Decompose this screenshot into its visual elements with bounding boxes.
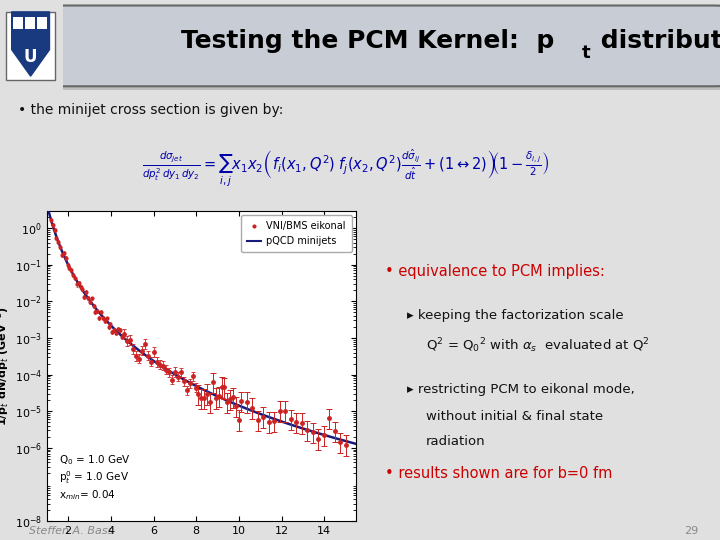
Text: $\mathbf{p+p; \; E_{CM}=200 \; GeV}$: $\mathbf{p+p; \; E_{CM}=200 \; GeV}$ xyxy=(72,231,230,248)
Text: • equivalence to PCM implies:: • equivalence to PCM implies: xyxy=(385,265,605,279)
FancyBboxPatch shape xyxy=(50,9,720,90)
Text: • the minijet cross section is given by:: • the minijet cross section is given by: xyxy=(18,103,284,117)
Text: ▸ keeping the factorization scale: ▸ keeping the factorization scale xyxy=(407,309,624,322)
Text: 29: 29 xyxy=(684,525,698,536)
Text: U: U xyxy=(24,48,37,66)
Text: without initial & final state: without initial & final state xyxy=(426,410,603,423)
Text: • results shown are for b=0 fm: • results shown are for b=0 fm xyxy=(385,466,613,481)
Text: Q$^2$ = Q$_0$$^2$ with $\alpha_s$  evaluated at Q$^2$: Q$^2$ = Q$_0$$^2$ with $\alpha_s$ evalua… xyxy=(426,336,650,355)
Y-axis label: 1/p$_t$ dN/dp$_t$ (GeV$^{-2}$): 1/p$_t$ dN/dp$_t$ (GeV$^{-2}$) xyxy=(0,306,12,426)
Text: distribution: distribution xyxy=(592,29,720,53)
Text: Q$_0$ = 1.0 GeV
p$_t^0$ = 1.0 GeV
x$_{min}$= 0.04: Q$_0$ = 1.0 GeV p$_t^0$ = 1.0 GeV x$_{mi… xyxy=(59,453,131,502)
Text: t: t xyxy=(582,44,590,62)
Text: $\frac{d\sigma_{jet}}{dp_t^2\,dy_1\,dy_2} = \sum_{i,j} x_1 x_2 \left( f_i(x_1,Q^: $\frac{d\sigma_{jet}}{dp_t^2\,dy_1\,dy_2… xyxy=(142,147,549,189)
Text: Steffen A. Bass: Steffen A. Bass xyxy=(29,525,113,536)
Text: Testing the PCM Kernel:  p: Testing the PCM Kernel: p xyxy=(181,29,554,53)
Polygon shape xyxy=(12,12,50,76)
Bar xyxy=(0,0,63,92)
Bar xyxy=(13,17,23,29)
Text: ▸ restricting PCM to eikonal mode,: ▸ restricting PCM to eikonal mode, xyxy=(407,383,634,396)
Text: radiation: radiation xyxy=(426,435,486,448)
Bar xyxy=(25,17,35,29)
Legend: VNI/BMS eikonal, pQCD minijets: VNI/BMS eikonal, pQCD minijets xyxy=(241,215,351,252)
FancyBboxPatch shape xyxy=(47,5,720,86)
Bar xyxy=(37,17,47,29)
